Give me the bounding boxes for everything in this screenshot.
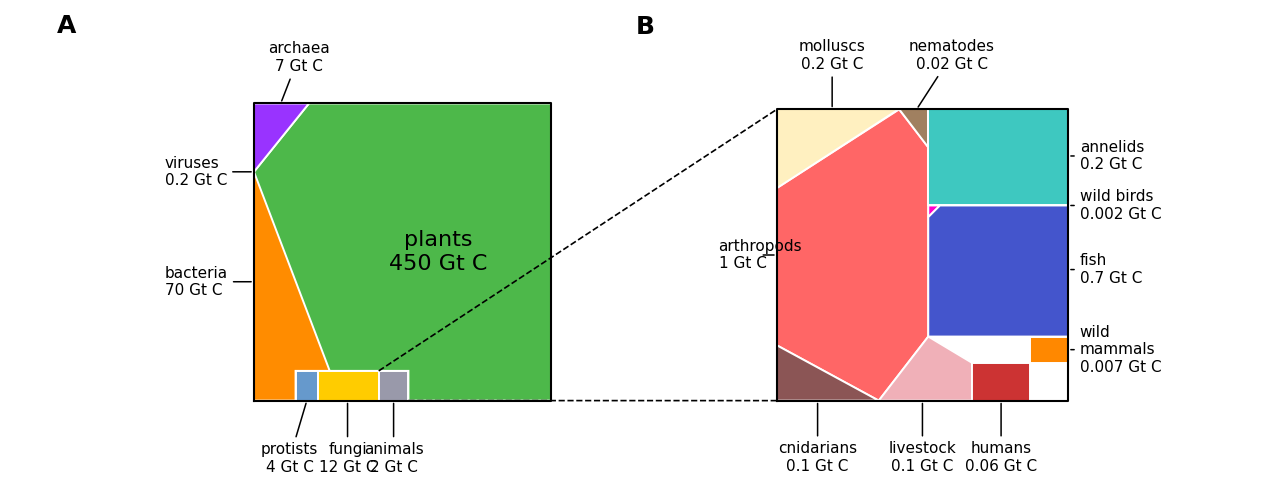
Text: annelids
0.2 Gt C: annelids 0.2 Gt C bbox=[1071, 140, 1144, 172]
Polygon shape bbox=[879, 336, 972, 400]
Text: wild birds
0.002 Gt C: wild birds 0.002 Gt C bbox=[1071, 190, 1161, 222]
Polygon shape bbox=[928, 206, 1068, 336]
Polygon shape bbox=[928, 110, 1068, 206]
Text: bacteria
70 Gt C: bacteria 70 Gt C bbox=[165, 266, 251, 298]
Polygon shape bbox=[777, 346, 879, 401]
Polygon shape bbox=[296, 371, 317, 400]
Text: viruses
0.2 Gt C: viruses 0.2 Gt C bbox=[165, 156, 251, 188]
Text: wild
mammals
0.007 Gt C: wild mammals 0.007 Gt C bbox=[1071, 325, 1161, 374]
Polygon shape bbox=[899, 110, 928, 147]
Text: nematodes
0.02 Gt C: nematodes 0.02 Gt C bbox=[909, 39, 995, 107]
Text: cnidarians
0.1 Gt C: cnidarians 0.1 Gt C bbox=[778, 404, 858, 474]
Polygon shape bbox=[253, 104, 308, 172]
Polygon shape bbox=[317, 371, 379, 400]
Text: fungi
12 Gt C: fungi 12 Gt C bbox=[319, 404, 376, 474]
Polygon shape bbox=[777, 110, 899, 188]
Polygon shape bbox=[1030, 336, 1068, 363]
Text: B: B bbox=[636, 15, 655, 39]
Text: archaea
7 Gt C: archaea 7 Gt C bbox=[268, 42, 329, 101]
Text: A: A bbox=[56, 14, 76, 38]
Polygon shape bbox=[379, 371, 408, 400]
Polygon shape bbox=[972, 363, 1030, 401]
Text: fish
0.7 Gt C: fish 0.7 Gt C bbox=[1071, 254, 1142, 286]
Text: arthropods
1 Gt C: arthropods 1 Gt C bbox=[718, 239, 803, 271]
Text: protists
4 Gt C: protists 4 Gt C bbox=[261, 403, 319, 474]
Polygon shape bbox=[253, 104, 552, 401]
Text: animals
2 Gt C: animals 2 Gt C bbox=[364, 404, 424, 474]
Text: livestock
0.1 Gt C: livestock 0.1 Gt C bbox=[888, 404, 956, 474]
Text: humans
0.06 Gt C: humans 0.06 Gt C bbox=[965, 404, 1037, 474]
Polygon shape bbox=[253, 172, 330, 400]
Polygon shape bbox=[928, 206, 940, 217]
Polygon shape bbox=[777, 110, 928, 401]
Text: molluscs
0.2 Gt C: molluscs 0.2 Gt C bbox=[799, 39, 865, 106]
Text: plants
450 Gt C: plants 450 Gt C bbox=[389, 230, 488, 274]
